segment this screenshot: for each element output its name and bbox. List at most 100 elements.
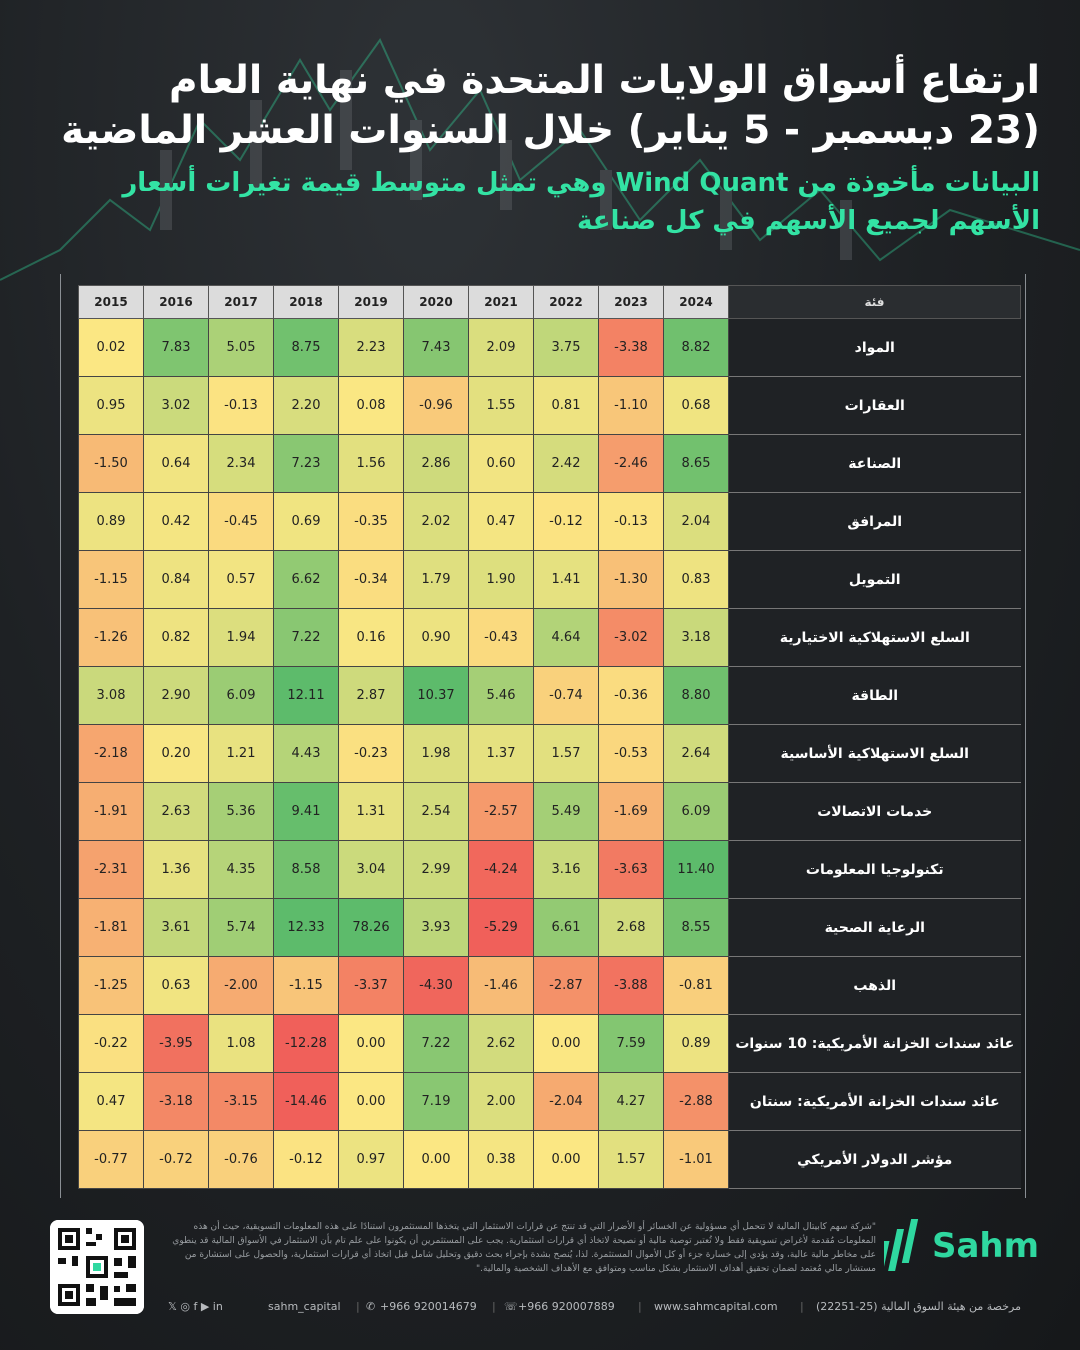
heat-cell: 2.20 bbox=[273, 376, 339, 435]
heat-cell: 5.36 bbox=[208, 782, 274, 841]
heat-cell: 3.02 bbox=[143, 376, 209, 435]
heat-cell: 3.75 bbox=[533, 318, 599, 377]
heat-cell: -4.24 bbox=[468, 840, 534, 899]
table-row: -1.50 0.64 2.34 7.23 1.56 2.86 0.60 2.42 -2.46 8.… bbox=[78, 434, 1021, 493]
heat-cell: -1.50 bbox=[78, 434, 144, 493]
heat-cell: 8.80 bbox=[663, 666, 729, 725]
heat-cell: 0.57 bbox=[208, 550, 274, 609]
heat-cell: 0.38 bbox=[468, 1130, 534, 1189]
heat-cell: 2.90 bbox=[143, 666, 209, 725]
heat-cell: -2.87 bbox=[533, 956, 599, 1015]
heat-cell: -3.18 bbox=[143, 1072, 209, 1131]
heat-cell: 2.99 bbox=[403, 840, 469, 899]
category-label: الطاقة bbox=[728, 666, 1021, 725]
heat-cell: 1.41 bbox=[533, 550, 599, 609]
heat-cell: 7.23 bbox=[273, 434, 339, 493]
heat-cell: 0.84 bbox=[143, 550, 209, 609]
heat-cell: -0.72 bbox=[143, 1130, 209, 1189]
heat-cell: 8.55 bbox=[663, 898, 729, 957]
table-frame bbox=[60, 274, 1026, 1198]
table-row: -0.77 -0.72 -0.76 -0.12 0.97 0.00 0.38 0.00 1.57… bbox=[78, 1130, 1021, 1189]
heat-cell: 7.22 bbox=[273, 608, 339, 667]
separator: | bbox=[800, 1300, 804, 1313]
heat-cell: 4.64 bbox=[533, 608, 599, 667]
phone-icon: ☏ bbox=[504, 1300, 518, 1313]
heat-cell: 7.22 bbox=[403, 1014, 469, 1073]
table-row: -1.26 0.82 1.94 7.22 0.16 0.90 -0.43 4.64 -3.02 3… bbox=[78, 608, 1021, 667]
brand-name: Sahm bbox=[932, 1226, 1040, 1266]
heat-cell: 0.02 bbox=[78, 318, 144, 377]
heat-cell: 5.05 bbox=[208, 318, 274, 377]
heat-cell: 2.54 bbox=[403, 782, 469, 841]
table-row: -1.25 0.63 -2.00 -1.15 -3.37 -4.30 -1.46 -2.87-… bbox=[78, 956, 1021, 1015]
title-line-1: ارتفاع أسواق الولايات المتحدة في نهاية ا… bbox=[169, 58, 1040, 103]
heat-cell: 9.41 bbox=[273, 782, 339, 841]
heat-cell: 4.35 bbox=[208, 840, 274, 899]
heat-cell: 8.75 bbox=[273, 318, 339, 377]
heat-cell: -0.12 bbox=[273, 1130, 339, 1189]
heat-cell: 0.47 bbox=[78, 1072, 144, 1131]
heat-cell: 11.40 bbox=[663, 840, 729, 899]
heat-cell: 4.43 bbox=[273, 724, 339, 783]
category-label: خدمات الاتصالات bbox=[728, 782, 1021, 841]
year-header-2024: 2024 bbox=[663, 285, 729, 319]
heat-cell: 12.33 bbox=[273, 898, 339, 957]
heat-cell: 0.63 bbox=[143, 956, 209, 1015]
heat-cell: 78.26 bbox=[338, 898, 404, 957]
heat-cell: 1.08 bbox=[208, 1014, 274, 1073]
category-label: الصناعة bbox=[728, 434, 1021, 493]
heat-cell: 0.00 bbox=[338, 1072, 404, 1131]
social-icons[interactable]: 𝕏 ◎ f ▶ in bbox=[168, 1300, 223, 1313]
separator: | bbox=[638, 1300, 642, 1313]
heat-cell: 2.09 bbox=[468, 318, 534, 377]
header-row: 2015 2016 2017 2018 2019 2020 2021 2022 2023 2024… bbox=[78, 285, 1021, 319]
separator: | bbox=[356, 1300, 360, 1313]
heatmap-grid: 2015 2016 2017 2018 2019 2020 2021 2022 2023 2024… bbox=[78, 285, 1021, 1189]
heat-cell: 0.89 bbox=[663, 1014, 729, 1073]
heat-cell: 3.93 bbox=[403, 898, 469, 957]
heat-cell: 10.37 bbox=[403, 666, 469, 725]
heat-cell: -2.31 bbox=[78, 840, 144, 899]
heat-cell: 0.00 bbox=[403, 1130, 469, 1189]
category-label: الرعاية الصحية bbox=[728, 898, 1021, 957]
heat-cell: 6.62 bbox=[273, 550, 339, 609]
year-header-2019: 2019 bbox=[338, 285, 404, 319]
heat-cell: 1.57 bbox=[598, 1130, 664, 1189]
heat-cell: -2.88 bbox=[663, 1072, 729, 1131]
heat-cell: -3.88 bbox=[598, 956, 664, 1015]
heat-cell: -0.76 bbox=[208, 1130, 274, 1189]
heat-cell: 1.79 bbox=[403, 550, 469, 609]
heat-cell: 0.97 bbox=[338, 1130, 404, 1189]
heat-cell: 6.09 bbox=[663, 782, 729, 841]
heat-cell: 0.64 bbox=[143, 434, 209, 493]
phone-number[interactable]: +966 920007889 bbox=[518, 1300, 615, 1313]
website-link[interactable]: www.sahmcapital.com bbox=[654, 1300, 778, 1313]
heat-cell: 2.23 bbox=[338, 318, 404, 377]
heat-cell: 3.16 bbox=[533, 840, 599, 899]
heat-cell: -3.95 bbox=[143, 1014, 209, 1073]
category-label: السلع الاستهلاكية الاختيارية bbox=[728, 608, 1021, 667]
whatsapp-number[interactable]: +966 920014679 bbox=[380, 1300, 477, 1313]
heat-cell: 8.58 bbox=[273, 840, 339, 899]
heat-cell: -4.30 bbox=[403, 956, 469, 1015]
heat-cell: 4.27 bbox=[598, 1072, 664, 1131]
heat-cell: -3.37 bbox=[338, 956, 404, 1015]
social-handle[interactable]: sahm_capital bbox=[268, 1300, 341, 1313]
heat-cell: 1.55 bbox=[468, 376, 534, 435]
category-label: العقارات bbox=[728, 376, 1021, 435]
heat-cell: 1.56 bbox=[338, 434, 404, 493]
table-row: -1.15 0.84 0.57 6.62 -0.34 1.79 1.90 1.41 -1.30 0… bbox=[78, 550, 1021, 609]
heat-cell: -0.81 bbox=[663, 956, 729, 1015]
heat-cell: 3.61 bbox=[143, 898, 209, 957]
heat-cell: 8.65 bbox=[663, 434, 729, 493]
heat-cell: 5.74 bbox=[208, 898, 274, 957]
background-candlestick-decoration bbox=[0, 38, 1080, 281]
heat-cell: -2.57 bbox=[468, 782, 534, 841]
heat-cell: 2.87 bbox=[338, 666, 404, 725]
heat-cell: 0.68 bbox=[663, 376, 729, 435]
heat-cell: -2.18 bbox=[78, 724, 144, 783]
heat-cell: 0.47 bbox=[468, 492, 534, 551]
heat-cell: 12.11 bbox=[273, 666, 339, 725]
heat-cell: -2.00 bbox=[208, 956, 274, 1015]
category-label: الذهب bbox=[728, 956, 1021, 1015]
